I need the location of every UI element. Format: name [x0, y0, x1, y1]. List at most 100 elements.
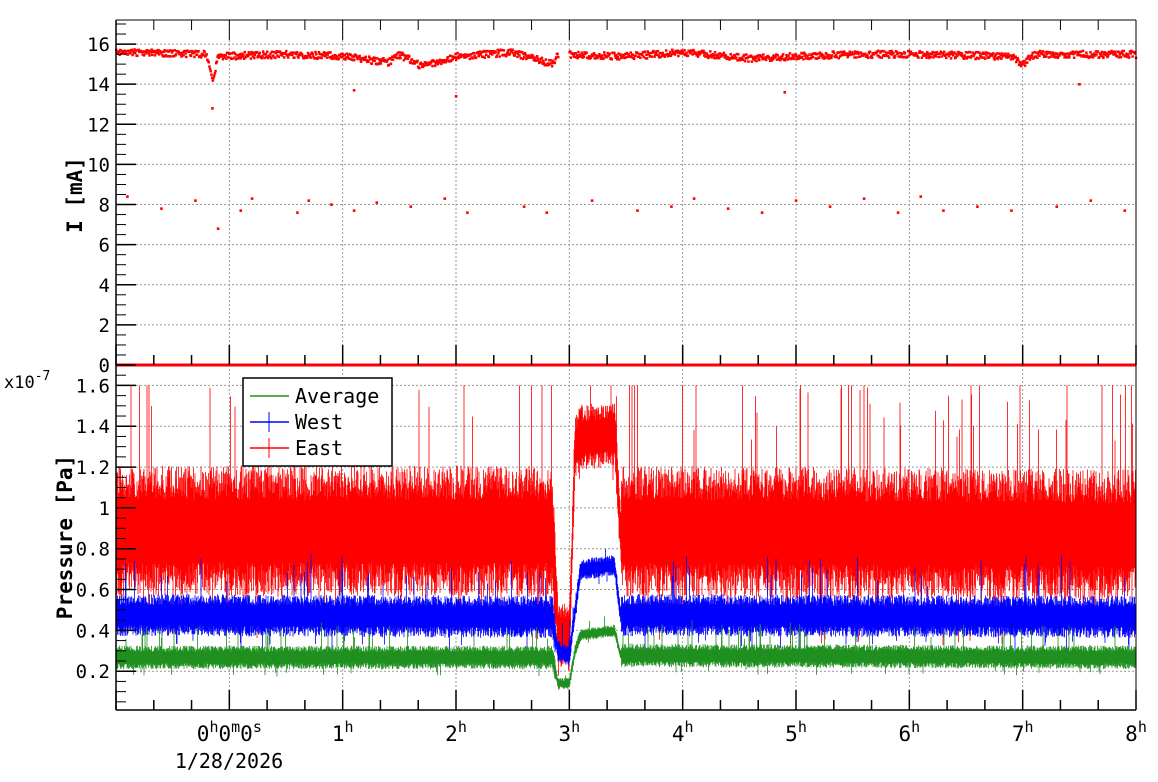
data-point: [573, 55, 576, 59]
data-point: [155, 49, 159, 52]
data-point: [821, 56, 824, 59]
data-point: [462, 54, 465, 58]
data-point: [619, 53, 622, 56]
data-point: [955, 54, 959, 58]
data-point: [433, 60, 436, 63]
data-point: [706, 54, 709, 58]
data-point: [343, 53, 346, 57]
data-point: [709, 50, 712, 53]
data-point: [631, 53, 635, 57]
data-point: [468, 57, 472, 61]
bottom-y-tick-label: 1.4: [76, 416, 110, 438]
data-point: [133, 48, 136, 51]
data-point: [397, 57, 400, 60]
legend-label-west: West: [295, 410, 343, 434]
data-point: [352, 55, 355, 59]
data-point: [961, 54, 964, 58]
data-point: [1024, 61, 1028, 64]
data-point: [688, 49, 691, 53]
data-point: [714, 53, 718, 57]
data-point: [225, 51, 229, 55]
data-point: [708, 54, 711, 58]
data-point: [289, 52, 292, 56]
data-point: [1063, 56, 1066, 59]
data-point: [497, 49, 501, 53]
data-point: [272, 54, 275, 57]
data-point: [1055, 205, 1059, 208]
data-point: [327, 51, 331, 54]
data-point: [809, 57, 813, 60]
data-point: [862, 54, 865, 57]
data-point: [607, 53, 611, 57]
data-point: [929, 55, 932, 59]
data-point: [825, 53, 828, 56]
data-point: [289, 51, 293, 54]
data-point: [154, 50, 157, 53]
data-point: [1021, 60, 1025, 63]
data-point: [164, 53, 168, 57]
data-point: [999, 53, 1002, 57]
data-point: [1095, 53, 1098, 56]
data-point: [702, 54, 706, 57]
data-point: [775, 58, 779, 61]
data-point: [265, 50, 269, 53]
data-point: [615, 58, 619, 61]
data-point: [624, 52, 627, 56]
data-point: [1028, 58, 1032, 61]
data-point: [274, 56, 277, 60]
data-point: [805, 57, 809, 60]
data-point: [947, 54, 951, 58]
data-point: [404, 57, 407, 60]
data-point: [402, 58, 406, 62]
data-point: [790, 56, 794, 60]
data-point: [166, 49, 169, 53]
data-point: [282, 51, 285, 55]
data-point: [617, 52, 620, 55]
data-point: [1034, 55, 1038, 59]
data-point: [518, 50, 522, 53]
data-point: [921, 51, 924, 54]
data-point: [118, 53, 121, 56]
data-point: [535, 54, 539, 58]
data-point: [1113, 50, 1117, 53]
data-point: [668, 50, 672, 54]
data-point: [542, 59, 545, 63]
x-tick-label: 8h​: [1125, 718, 1147, 746]
data-point: [704, 55, 707, 58]
data-point: [626, 52, 629, 55]
data-point: [671, 50, 675, 54]
data-point: [219, 53, 223, 56]
data-point: [511, 48, 514, 52]
data-point: [1062, 52, 1066, 56]
data-point: [991, 52, 995, 55]
data-point: [649, 55, 652, 58]
data-point: [328, 56, 332, 59]
data-point: [301, 54, 304, 58]
data-point: [237, 56, 240, 60]
data-point: [807, 57, 811, 61]
data-point: [1078, 82, 1081, 86]
data-point: [1102, 56, 1105, 60]
data-point: [866, 56, 870, 60]
data-point: [571, 52, 575, 55]
data-point: [379, 62, 383, 65]
data-point: [243, 50, 247, 54]
data-point: [427, 63, 430, 66]
data-point: [541, 62, 544, 65]
data-point: [129, 51, 132, 55]
data-point: [510, 50, 514, 53]
data-point: [654, 53, 657, 57]
data-point: [814, 57, 817, 60]
data-point: [998, 56, 1002, 59]
data-point: [675, 51, 679, 54]
data-point: [920, 56, 924, 59]
data-point: [351, 58, 355, 62]
data-point: [319, 52, 323, 56]
data-point: [610, 58, 613, 61]
bottom-ylabel: Pressure [Pa]: [53, 455, 77, 619]
data-point: [224, 54, 227, 57]
data-point: [338, 54, 342, 57]
data-point: [1072, 52, 1075, 56]
data-point: [352, 89, 356, 92]
data-point: [1029, 56, 1032, 60]
